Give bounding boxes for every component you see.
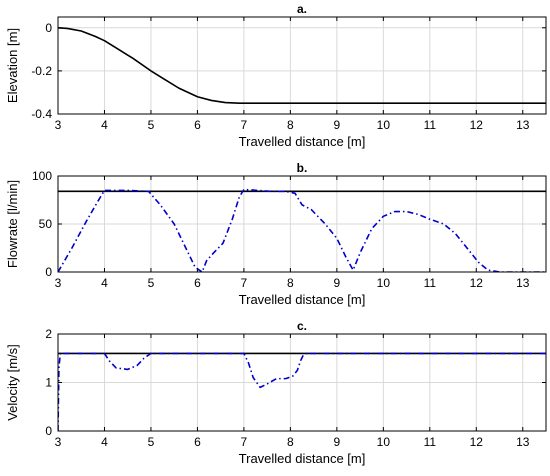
x-tick-label: 10 xyxy=(377,435,391,449)
x-tick-label: 4 xyxy=(101,276,108,290)
series-line-1 xyxy=(58,188,546,272)
x-tick-label: 9 xyxy=(334,435,341,449)
x-tick-label: 11 xyxy=(424,118,437,132)
x-tick-label: 7 xyxy=(241,118,248,132)
y-tick-label: 1 xyxy=(45,376,52,390)
x-tick-label: 10 xyxy=(377,118,391,132)
y-axis-label: Flowrate [l/min] xyxy=(5,180,20,268)
x-tick-label: 7 xyxy=(241,435,248,449)
y-tick-label: 2 xyxy=(45,327,52,341)
x-axis-label: Travelled distance [m] xyxy=(239,451,366,466)
x-tick-label: 7 xyxy=(241,276,248,290)
y-tick-label: 100 xyxy=(32,169,52,183)
series-line-1 xyxy=(58,352,546,431)
y-tick-label: -0.4 xyxy=(31,107,52,121)
y-tick-label: 0 xyxy=(45,424,52,438)
x-axis-label: Travelled distance [m] xyxy=(239,292,366,307)
series-line-0 xyxy=(58,26,546,105)
y-tick-label: 0 xyxy=(45,21,52,35)
panel-a: 3 4 5 6 7 8 9 10 11 12 13 0 -0.2 -0.4 a. Travelled dist… xyxy=(5,2,547,149)
x-tick-label: 8 xyxy=(287,276,294,290)
x-tick-label: 8 xyxy=(287,435,294,449)
x-tick-label: 5 xyxy=(148,118,155,132)
x-tick-label: 4 xyxy=(101,118,108,132)
x-tick-label: 6 xyxy=(194,435,201,449)
x-tick-label: 3 xyxy=(55,276,62,290)
plot-area xyxy=(58,17,546,114)
x-tick-label: 8 xyxy=(287,118,294,132)
x-tick-label: 6 xyxy=(194,276,201,290)
y-tick-label: 50 xyxy=(39,217,53,231)
x-tick-label: 9 xyxy=(334,118,341,132)
x-tick-label: 9 xyxy=(334,276,341,290)
y-axis-label: Velocity [m/s] xyxy=(5,344,20,421)
x-tick-label: 5 xyxy=(148,276,155,290)
x-tick-label: 6 xyxy=(194,118,201,132)
x-tick-label: 13 xyxy=(516,276,530,290)
x-tick-label: 4 xyxy=(101,435,108,449)
y-tick-label: 0 xyxy=(45,265,52,279)
x-tick-label: 11 xyxy=(424,435,437,449)
axes-box xyxy=(57,16,547,115)
panel-title: b. xyxy=(297,161,308,175)
panel-b: 3 4 5 6 7 8 9 10 11 12 13 0 50 100 b. Travelled distanc… xyxy=(5,161,547,307)
panel-title: a. xyxy=(297,2,307,16)
x-tick-label: 12 xyxy=(470,435,484,449)
x-tick-label: 12 xyxy=(470,276,484,290)
x-tick-label: 12 xyxy=(470,118,484,132)
y-axis-label: Elevation [m] xyxy=(5,28,20,103)
y-tick-label: -0.2 xyxy=(31,64,52,78)
x-tick-label: 3 xyxy=(55,118,62,132)
x-tick-label: 13 xyxy=(516,118,530,132)
x-axis-label: Travelled distance [m] xyxy=(239,134,366,149)
x-tick-label: 5 xyxy=(148,435,155,449)
x-tick-label: 3 xyxy=(55,435,62,449)
x-tick-label: 13 xyxy=(516,435,530,449)
x-tick-label: 11 xyxy=(424,276,437,290)
x-tick-label: 10 xyxy=(377,276,391,290)
panel-title: c. xyxy=(297,319,307,333)
